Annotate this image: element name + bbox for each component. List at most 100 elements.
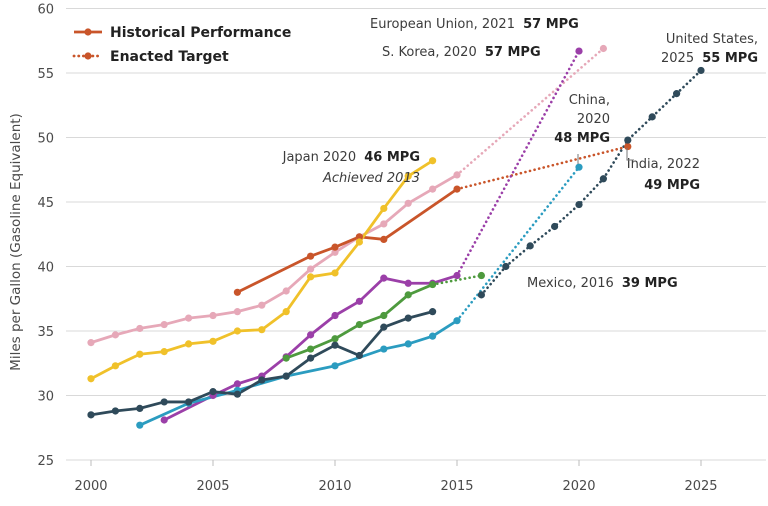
annotations: European Union, 2021 57 MPG S. Korea, 202…	[282, 17, 758, 291]
legend-marker	[84, 52, 92, 60]
annotation: United States, 2025 55 MPG	[661, 32, 758, 66]
x-tick-label: 2005	[196, 479, 229, 494]
data-point	[575, 163, 583, 171]
data-point	[209, 337, 217, 345]
data-point	[111, 407, 119, 415]
data-point	[160, 398, 168, 406]
data-point	[673, 90, 681, 98]
annotation-line: European Union, 2021 57 MPG	[370, 17, 579, 32]
annotation-line: 49 MPG	[644, 178, 700, 193]
data-point	[136, 350, 144, 358]
legend-marker	[84, 28, 92, 36]
data-point	[111, 331, 119, 339]
annotation-text: Japan 2020	[282, 150, 361, 165]
data-point	[624, 142, 632, 151]
data-point	[185, 314, 193, 322]
annotation-line: 48 MPG	[554, 131, 610, 146]
annotation-value: 39 MPG	[622, 276, 678, 291]
annotation-line: Mexico, 2016 39 MPG	[527, 276, 678, 291]
data-point	[429, 185, 437, 193]
data-point	[355, 238, 363, 246]
data-point	[160, 416, 168, 424]
annotation: India, 2022 49 MPG	[627, 157, 700, 193]
data-point	[502, 262, 510, 271]
x-tick-label: 2020	[562, 479, 595, 494]
data-point	[477, 291, 485, 299]
data-point	[624, 136, 632, 144]
data-point	[453, 171, 461, 179]
data-point	[331, 269, 339, 277]
data-point	[331, 335, 339, 343]
data-point	[697, 66, 705, 75]
annotation-value: 46 MPG	[364, 150, 420, 165]
series-target-line	[455, 47, 605, 177]
annotation-value: 55 MPG	[702, 51, 758, 66]
annotation-text: India, 2022	[627, 157, 700, 172]
series-target-line	[480, 69, 703, 297]
annotation: S. Korea, 2020 57 MPG	[382, 45, 541, 60]
annotation-value: 49 MPG	[644, 178, 700, 193]
series-historical-line	[90, 173, 458, 344]
y-tick-label: 35	[37, 325, 54, 340]
y-tick-label: 30	[37, 390, 54, 405]
data-point	[258, 326, 266, 334]
data-point	[429, 308, 437, 316]
data-point	[404, 291, 412, 299]
data-point	[404, 314, 412, 322]
data-point	[575, 200, 583, 209]
annotation-value: 48 MPG	[554, 131, 610, 146]
data-point	[282, 287, 290, 295]
annotation-value: 57 MPG	[523, 17, 579, 32]
data-point	[355, 351, 363, 360]
annotation: China, 2020 48 MPG	[554, 93, 610, 146]
annotation: European Union, 2021 57 MPG	[370, 17, 579, 32]
series-historical-line	[90, 159, 434, 380]
annotation-text: 2025	[661, 51, 698, 66]
annotation-line: India, 2022	[627, 157, 700, 172]
data-point	[331, 248, 339, 256]
grid-lines	[66, 8, 766, 461]
data-point	[477, 271, 485, 280]
series-target-line	[455, 165, 581, 322]
data-point	[331, 243, 339, 251]
data-point	[160, 348, 168, 356]
data-point	[380, 204, 388, 213]
data-point	[380, 311, 388, 320]
data-point	[111, 362, 119, 370]
data-point	[380, 323, 388, 331]
data-point	[233, 308, 241, 316]
y-axis-label: Miles per Gallon (Gasoline Equivalent)	[8, 113, 24, 371]
x-tick-label: 2025	[684, 479, 717, 494]
data-point	[526, 242, 534, 250]
y-tick-label: 50	[37, 132, 54, 147]
legend: Historical Performance Enacted Target	[72, 25, 291, 65]
data-point	[233, 288, 241, 296]
data-point	[136, 404, 144, 412]
data-point	[429, 157, 437, 165]
data-point	[599, 44, 608, 53]
data-point	[307, 331, 315, 339]
annotation-line: China,	[569, 93, 610, 108]
x-tick-label: 2010	[318, 479, 351, 494]
annotation-line: 2025 55 MPG	[661, 51, 758, 66]
y-tick-label: 55	[37, 67, 54, 82]
series-historical-line	[236, 187, 458, 294]
series-historical-line	[163, 274, 458, 422]
annotation: Mexico, 2016 39 MPG	[527, 276, 678, 291]
data-point	[87, 411, 95, 419]
data-point	[355, 233, 363, 241]
y-tick-label: 45	[37, 196, 54, 211]
data-point	[355, 320, 363, 329]
data-point	[209, 388, 217, 396]
data-point	[429, 280, 437, 289]
data-point	[599, 175, 608, 183]
series-points	[87, 44, 705, 429]
data-point	[185, 398, 193, 406]
data-point	[404, 172, 412, 180]
annotation-line: 2020	[577, 112, 610, 127]
data-point	[648, 113, 656, 121]
data-point	[209, 311, 217, 320]
data-point	[282, 308, 290, 316]
data-point	[404, 199, 412, 207]
annotation: Japan 2020 46 MPG Achieved 2013	[282, 150, 420, 186]
